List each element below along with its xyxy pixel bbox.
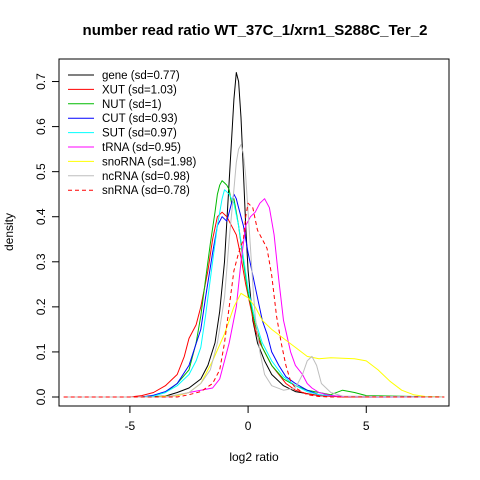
series-layer xyxy=(63,72,445,398)
legend-label: snRNA (sd=0.78) xyxy=(102,185,190,197)
legend-label: SUT (sd=0.97) xyxy=(102,128,177,140)
y-tick-label: 0.5 xyxy=(34,163,48,180)
y-tick-label: 0.2 xyxy=(34,298,48,315)
x-tick-label: -5 xyxy=(125,419,136,433)
x-axis-label: log2 ratio xyxy=(229,450,279,464)
y-axis: 0.0 0.1 0.2 0.3 0.4 0.5 0.6 0.7 xyxy=(34,73,60,405)
series-line xyxy=(63,189,445,398)
series-line xyxy=(63,211,445,398)
y-tick-label: 0.1 xyxy=(34,343,48,360)
legend-label: snoRNA (sd=1.98) xyxy=(102,156,196,168)
legend-label: ncRNA (sd=0.98) xyxy=(102,171,190,183)
series-line xyxy=(63,292,445,398)
chart-title: number read ratio WT_37C_1/xrn1_S288C_Te… xyxy=(83,22,428,39)
legend-label: gene (sd=0.77) xyxy=(102,70,180,82)
legend-label: NUT (sd=1) xyxy=(102,99,162,111)
y-tick-label: 0.0 xyxy=(34,388,48,405)
legend-label: tRNA (sd=0.95) xyxy=(102,142,181,154)
legend-label: XUT (sd=1.03) xyxy=(102,84,177,96)
legend-label: CUT (sd=0.93) xyxy=(102,113,178,125)
y-axis-label: density xyxy=(2,213,16,251)
x-tick-label: 0 xyxy=(245,419,252,433)
series-line xyxy=(63,198,445,398)
y-tick-label: 0.3 xyxy=(34,253,48,270)
legend: gene (sd=0.77) XUT (sd=1.03) NUT (sd=1) CUT… xyxy=(68,70,196,197)
x-tick-label: 5 xyxy=(363,419,370,433)
y-tick-label: 0.4 xyxy=(34,208,48,225)
y-tick-label: 0.6 xyxy=(34,118,48,135)
y-tick-label: 0.7 xyxy=(34,73,48,90)
series-line xyxy=(63,144,445,398)
series-line xyxy=(63,193,445,398)
x-axis: -5 0 5 xyxy=(125,405,370,433)
series-line xyxy=(63,202,445,398)
